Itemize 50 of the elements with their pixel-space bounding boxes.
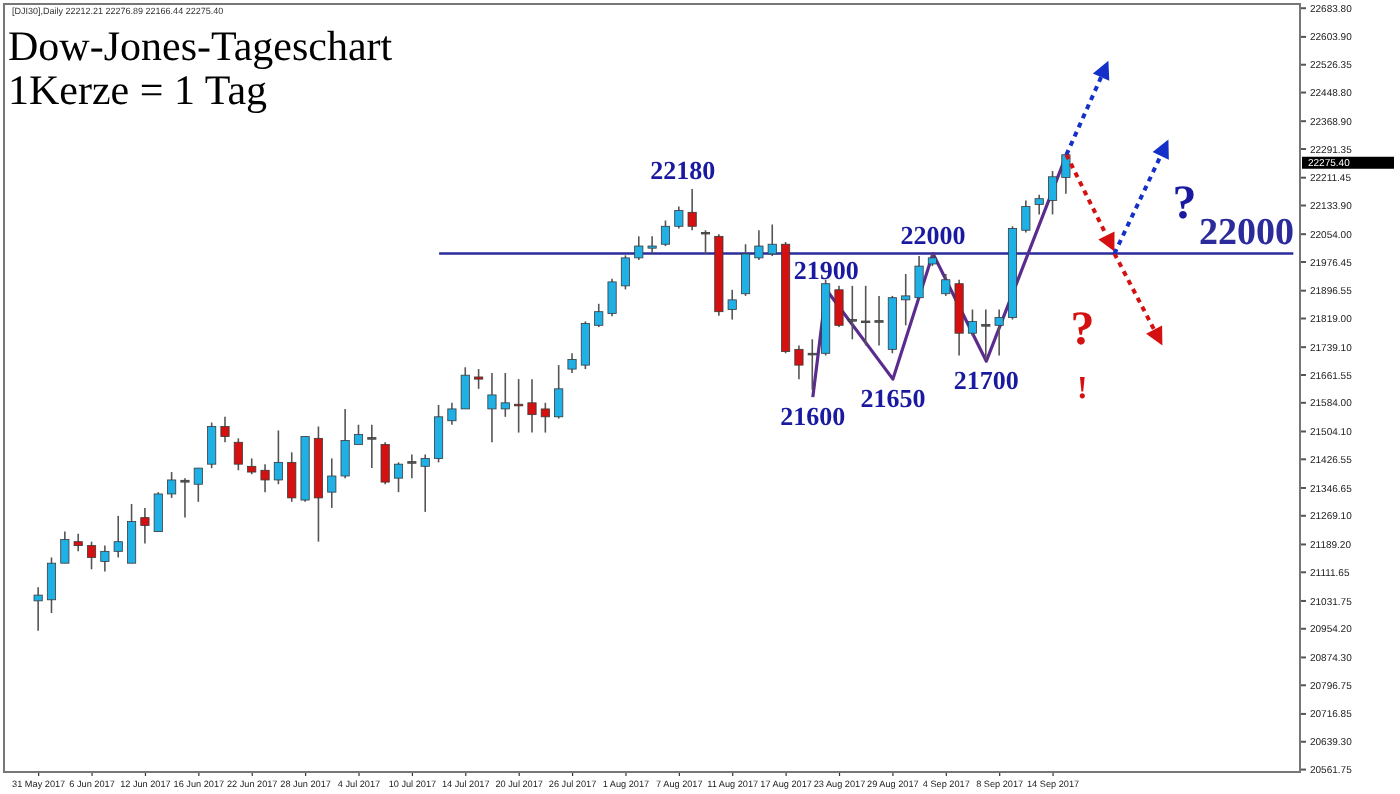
candlestick [193, 467, 203, 503]
candlestick [380, 441, 390, 486]
candlestick [861, 285, 871, 347]
candlestick [967, 308, 977, 337]
annotation: ! [1077, 371, 1088, 406]
candlestick [700, 229, 711, 255]
data-label: 21700 [953, 365, 1019, 396]
candlestick [1061, 153, 1071, 195]
candlestick [233, 437, 243, 472]
annotation: 22180 [650, 154, 716, 185]
candlestick [353, 423, 364, 446]
annotation: ? [1172, 177, 1197, 230]
candlestick [167, 471, 177, 499]
candlestick [393, 461, 404, 493]
candlestick [527, 378, 537, 434]
annotation: ? [1070, 303, 1095, 356]
candlestick [660, 219, 670, 247]
candlestick [540, 402, 550, 434]
candlestick [46, 556, 57, 614]
chart-title: Dow-Jones-Tageschart [8, 22, 393, 70]
candlestick [220, 416, 230, 444]
data-label: 22000 [900, 219, 966, 250]
data-label: 21650 [860, 383, 926, 414]
candlestick [273, 429, 283, 486]
text: 1Kerze = 1 Tag [8, 66, 269, 114]
candlestick [580, 320, 590, 370]
candlestick [207, 421, 217, 469]
candlestick [620, 254, 630, 291]
candlestick [567, 352, 577, 374]
ref-line-label: 22000 [1199, 211, 1294, 254]
candlestick [86, 540, 97, 571]
candlestick [1021, 199, 1031, 234]
candlestick [127, 503, 137, 564]
candlestick [1048, 170, 1058, 216]
candlestick [874, 295, 884, 347]
data-label: 21900 [793, 255, 859, 286]
candlestick [847, 285, 857, 341]
data-label: 21600 [780, 401, 846, 432]
candlestick [474, 368, 484, 390]
candlestick [834, 285, 844, 328]
candlestick [487, 372, 497, 444]
candlestick [33, 586, 43, 632]
candlestick [500, 372, 510, 418]
candlestick [741, 243, 751, 297]
candlestick [180, 477, 190, 519]
candlestick [367, 423, 377, 469]
candlestick [1034, 193, 1044, 216]
candlestick [554, 364, 564, 420]
candlestick [260, 463, 270, 493]
candlestick [434, 404, 444, 464]
